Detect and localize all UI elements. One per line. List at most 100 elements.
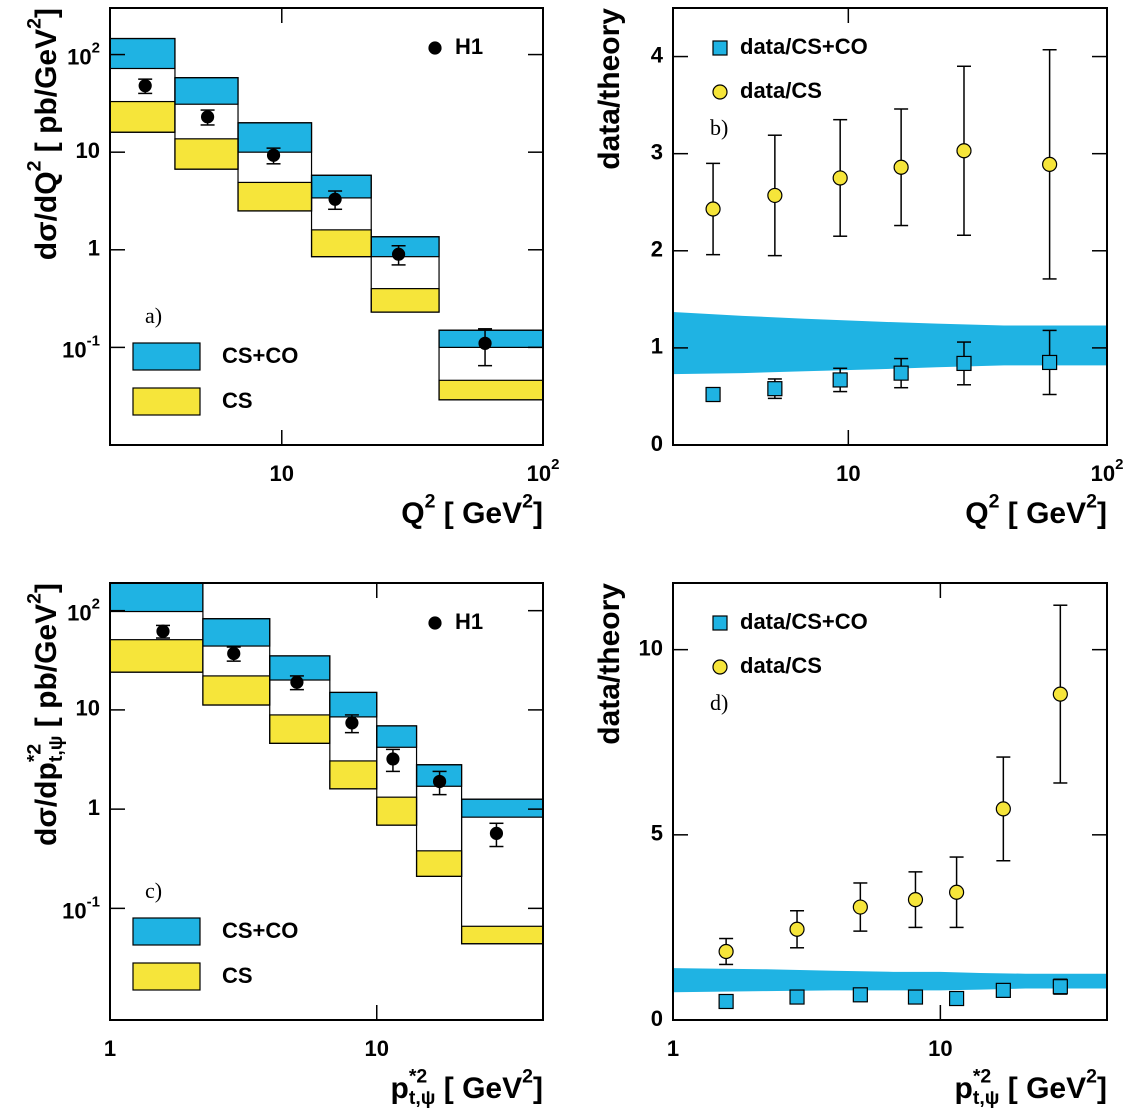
y-axis-title: data/theory <box>593 8 626 170</box>
band-bin <box>109 582 204 613</box>
marker <box>345 716 359 730</box>
tick-base: 10 <box>62 898 86 923</box>
legend-swatch <box>132 342 201 371</box>
label-part: ] <box>533 1072 543 1105</box>
label-sup: *2 <box>409 1066 428 1088</box>
tick-base: 10 <box>527 461 551 486</box>
x-axis-title: Q2 [ GeV2] <box>401 491 543 530</box>
legend-marker <box>712 40 728 56</box>
y-tick-label: 0 <box>651 1006 663 1031</box>
band-bin <box>460 925 544 945</box>
legend-label: CS <box>222 963 253 988</box>
band-bin <box>370 288 440 313</box>
y-tick-label: 10-1 <box>62 893 100 923</box>
tick-exponent: -1 <box>87 332 100 349</box>
band-bin <box>269 714 331 744</box>
label-part: dσ/dp <box>30 762 63 846</box>
band-bin <box>376 725 418 748</box>
band-bin <box>202 618 271 647</box>
tick-base: 10 <box>67 44 91 69</box>
marker <box>767 187 783 204</box>
bin-outline <box>310 174 372 258</box>
label-part: [ pb/GeV <box>30 29 63 161</box>
y-tick-label: 0 <box>651 431 663 456</box>
label-sup: 2 <box>425 491 436 513</box>
y-tick-label: 2 <box>651 237 663 262</box>
band-bin <box>310 174 372 199</box>
bin-outline <box>237 122 313 212</box>
marker <box>948 990 965 1007</box>
label-part: ] <box>533 497 543 530</box>
marker <box>907 989 924 1005</box>
marker <box>290 675 304 689</box>
band-bin <box>174 138 239 170</box>
tick-base: 10 <box>67 600 91 625</box>
legend-marker <box>428 41 442 55</box>
marker <box>893 365 909 381</box>
marker <box>995 801 1011 817</box>
band-bin <box>109 639 204 673</box>
legend-label: H1 <box>455 609 483 634</box>
x-tick-label: 10 <box>270 461 294 486</box>
marker <box>956 355 972 372</box>
y-tick-label: 1 <box>88 236 100 261</box>
y-tick-label: 1 <box>651 334 663 359</box>
marker <box>893 159 909 175</box>
marker <box>1042 156 1058 172</box>
y-tick-label: 1 <box>88 795 100 820</box>
band-bin <box>329 691 378 718</box>
y-tick-label: 10 <box>639 635 663 660</box>
bin-outline <box>460 798 544 945</box>
label-part: ] <box>30 583 63 593</box>
marker <box>478 336 492 350</box>
label-part: [ GeV <box>435 497 522 530</box>
marker <box>705 386 721 403</box>
x-tick-label: 102 <box>1091 456 1124 486</box>
y-tick-label: 102 <box>67 40 100 70</box>
y-tick-label: 10 <box>76 138 100 163</box>
marker <box>1052 686 1068 702</box>
band-bin <box>310 229 372 258</box>
label-sup: 2 <box>522 1066 533 1088</box>
legend-swatch <box>132 917 201 946</box>
legend-label: data/CS+CO <box>740 609 868 634</box>
marker <box>227 646 241 661</box>
y-axis-title: data/theory <box>593 583 626 745</box>
panel-label: a) <box>145 303 162 328</box>
legend-label: data/CS <box>740 653 822 678</box>
panel-label: b) <box>710 115 728 140</box>
y-tick-label: 5 <box>651 821 663 846</box>
marker <box>1052 979 1068 995</box>
marker <box>200 110 215 124</box>
label-part: ] <box>1097 1072 1107 1105</box>
y-tick-label: 10-1 <box>62 332 100 362</box>
marker <box>907 892 924 908</box>
marker <box>266 148 281 162</box>
y-tick-label: 4 <box>651 42 664 67</box>
label-part: [ GeV <box>999 497 1086 530</box>
band-bin <box>109 37 176 70</box>
marker <box>718 943 734 960</box>
legend-marker <box>712 615 728 631</box>
bin-outline <box>370 236 440 313</box>
label-sup: 2 <box>989 491 1000 513</box>
band-bin <box>174 77 239 105</box>
label-part: Q <box>965 497 988 530</box>
x-tick-label: 10 <box>836 461 860 486</box>
plot-frame <box>672 7 1108 446</box>
marker <box>948 884 965 900</box>
marker <box>789 989 805 1005</box>
label-part: [ GeV <box>435 1072 522 1105</box>
y-tick-label: 102 <box>67 596 100 626</box>
legend-marker <box>428 616 442 630</box>
label-part: p <box>955 1072 973 1105</box>
legend-marker <box>712 84 728 100</box>
panel-label: c) <box>145 878 162 903</box>
y-tick-label: 3 <box>651 139 663 164</box>
marker <box>789 921 805 937</box>
tick-exponent: -1 <box>87 893 100 910</box>
legend-marker <box>712 659 728 675</box>
x-axis-title: Q2 [ GeV2] <box>965 491 1107 530</box>
label-part: p <box>391 1072 409 1105</box>
